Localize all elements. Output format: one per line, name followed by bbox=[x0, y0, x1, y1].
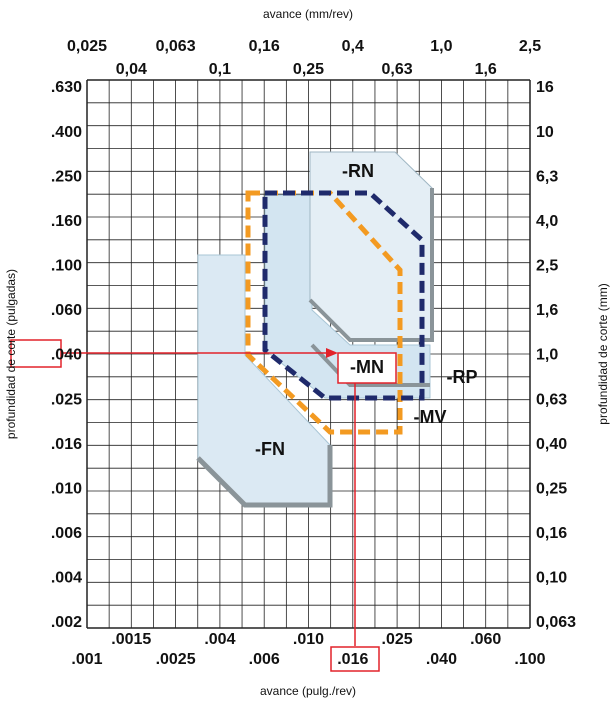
mn-box bbox=[337, 352, 397, 384]
bottom-tick-label: .010 bbox=[293, 631, 324, 648]
axis-title: profundidad de corte (mm) bbox=[596, 283, 610, 424]
right-tick-label: 0,40 bbox=[536, 436, 567, 453]
right-tick-label: 0,16 bbox=[536, 525, 567, 542]
left-tick-label: .630 bbox=[51, 79, 82, 96]
left-tick-label: .004 bbox=[51, 570, 82, 587]
region-label: -RP bbox=[447, 367, 478, 387]
left-tick-label: .006 bbox=[51, 525, 82, 542]
top-tick-label: 1,0 bbox=[430, 38, 452, 55]
fn-shadow bbox=[196, 445, 333, 508]
top-tick-label: 0,1 bbox=[209, 61, 231, 78]
arrow-head bbox=[326, 348, 338, 358]
left-tick-label: .016 bbox=[51, 436, 82, 453]
top-tick-label: 0,4 bbox=[342, 38, 364, 55]
bottom-tick-label: .0015 bbox=[111, 631, 151, 648]
left-tick-label: .100 bbox=[51, 258, 82, 275]
region-label: -MV bbox=[414, 407, 447, 427]
left-tick-label: .160 bbox=[51, 213, 82, 230]
top-tick-label: 0,04 bbox=[116, 61, 147, 78]
rn-shadow bbox=[308, 188, 434, 342]
left-tick-label: .400 bbox=[51, 124, 82, 141]
top-tick-label: 0,63 bbox=[382, 61, 413, 78]
bottom-tick-label: .001 bbox=[71, 651, 102, 668]
top-tick-label: 0,025 bbox=[67, 38, 107, 55]
bottom-tick-label: .016 bbox=[337, 651, 368, 668]
left-tick-label: .250 bbox=[51, 168, 82, 185]
top-tick-label: 0,16 bbox=[249, 38, 280, 55]
region-label: -FN bbox=[255, 439, 285, 459]
mn-shadow bbox=[310, 343, 430, 387]
region-label: -RN bbox=[342, 161, 374, 181]
bottom-tick-label: .0025 bbox=[156, 651, 196, 668]
bottom-tick-label: .004 bbox=[204, 631, 235, 648]
bottom-tick-label: .100 bbox=[514, 651, 545, 668]
right-tick-label: 0,63 bbox=[536, 391, 567, 408]
bottom-tick-label: .060 bbox=[470, 631, 501, 648]
right-tick-label: 0,10 bbox=[536, 570, 567, 587]
top-tick-label: 2,5 bbox=[519, 38, 541, 55]
right-tick-label: 2,5 bbox=[536, 258, 558, 275]
right-tick-label: 0,25 bbox=[536, 480, 567, 497]
bottom-box bbox=[330, 646, 380, 672]
left-tick-label: .025 bbox=[51, 391, 82, 408]
right-tick-label: 4,0 bbox=[536, 213, 558, 230]
rp-outline bbox=[262, 190, 425, 401]
right-tick-label: 10 bbox=[536, 124, 554, 141]
right-tick-label: 6,3 bbox=[536, 168, 558, 185]
right-tick-label: 0,063 bbox=[536, 614, 576, 631]
axis-title: avance (pulg./rev) bbox=[260, 684, 356, 698]
right-tick-label: 1,0 bbox=[536, 347, 558, 364]
bottom-tick-label: .025 bbox=[382, 631, 413, 648]
top-tick-label: 0,063 bbox=[156, 38, 196, 55]
right-tick-label: 1,6 bbox=[536, 302, 558, 319]
top-tick-label: 1,6 bbox=[475, 61, 497, 78]
left-box bbox=[10, 339, 62, 368]
left-tick-label: .060 bbox=[51, 302, 82, 319]
bottom-tick-label: .006 bbox=[249, 651, 280, 668]
top-tick-label: 0,25 bbox=[293, 61, 324, 78]
axis-title: avance (mm/rev) bbox=[263, 7, 353, 21]
left-tick-label: .040 bbox=[51, 347, 82, 364]
left-tick-label: .010 bbox=[51, 480, 82, 497]
right-tick-label: 16 bbox=[536, 79, 554, 96]
region-label: -MN bbox=[350, 357, 384, 377]
axis-title: profundidad de corte (pulgadas) bbox=[4, 269, 18, 439]
left-tick-label: .002 bbox=[51, 614, 82, 631]
bottom-tick-label: .040 bbox=[426, 651, 457, 668]
